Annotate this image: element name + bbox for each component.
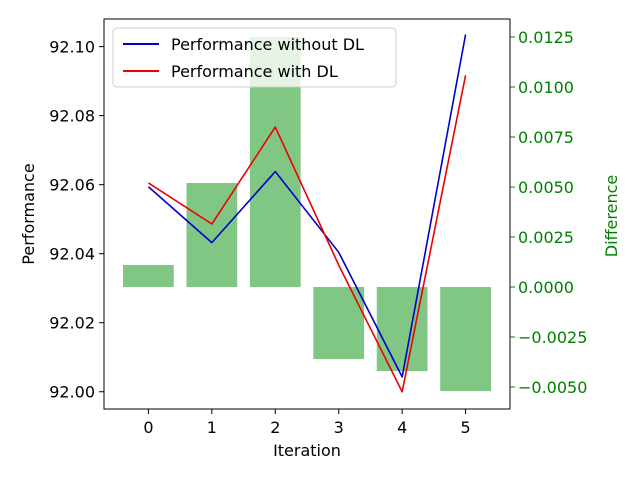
y2-tick-label: 0.0025: [518, 228, 574, 247]
y-tick-label: 92.00: [49, 383, 95, 402]
performance-lines: [147, 34, 467, 393]
line-performance-with-dl: [147, 75, 467, 393]
legend-box: [112, 27, 397, 88]
difference-bar: [313, 287, 365, 359]
y-axis-ticks: 92.00 92.02 92.04 92.06 92.08 92.10: [49, 38, 104, 402]
x-tick-label: 5: [461, 418, 471, 437]
legend-label-with-dl: Performance with DL: [171, 62, 338, 81]
difference-bars: [123, 37, 491, 391]
y2-tick-label: −0.0050: [518, 378, 587, 397]
y2-axis-label: Difference: [602, 175, 621, 257]
y2-tick-label: 0.0125: [518, 28, 574, 47]
y2-tick-label: −0.0025: [518, 328, 587, 347]
y2-tick-label: 0.0050: [518, 178, 574, 197]
y-tick-label: 92.08: [49, 107, 95, 126]
legend: Performance without DL Performance with …: [112, 27, 397, 88]
y2-tick-label: 0.0075: [518, 128, 574, 147]
y2-axis-ticks: −0.0050 −0.0025 0.0000 0.0025 0.0050 0.0075 0.…: [510, 28, 587, 397]
y2-tick-label: 0.0100: [518, 78, 574, 97]
line-performance-without-dl: [147, 34, 467, 378]
y-tick-label: 92.02: [49, 314, 95, 333]
difference-bar: [186, 183, 238, 287]
difference-bar: [440, 287, 491, 391]
plot-area-frame: [103, 18, 511, 410]
x-tick-label: 0: [143, 418, 153, 437]
legend-label-without-dl: Performance without DL: [171, 35, 364, 54]
y2-tick-label: 0.0000: [518, 278, 574, 297]
y-tick-label: 92.06: [49, 176, 95, 195]
y-axis-label: Performance: [19, 163, 38, 264]
x-tick-label: 3: [334, 418, 344, 437]
x-tick-label: 4: [397, 418, 407, 437]
x-axis-label: Iteration: [273, 441, 341, 460]
y-tick-label: 92.10: [49, 38, 95, 57]
x-tick-label: 1: [207, 418, 217, 437]
x-tick-label: 2: [270, 418, 280, 437]
difference-bar: [123, 265, 174, 287]
x-axis-ticks: 0 1 2 3 4 5: [143, 409, 471, 437]
y-tick-label: 92.04: [49, 245, 95, 264]
